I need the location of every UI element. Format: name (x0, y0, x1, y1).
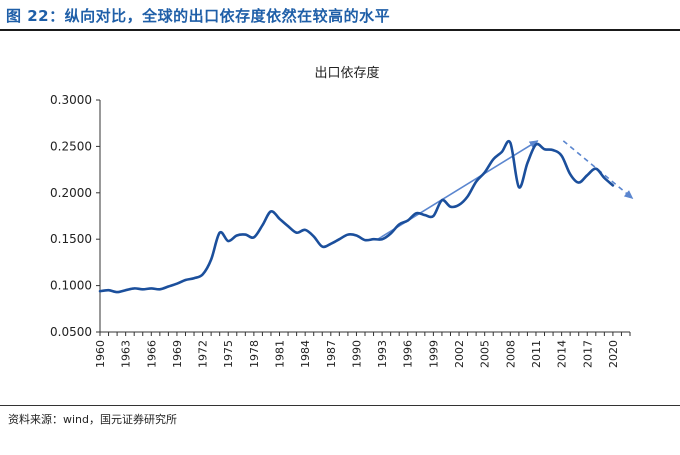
x-tick-label: 1975 (222, 340, 235, 368)
y-tick-label: 0.3000 (50, 93, 92, 107)
y-axis: 0.0500 0.1000 0.1500 0.2000 0.2500 0.3000 (50, 93, 101, 339)
x-tick-label: 1972 (197, 340, 210, 368)
x-tick-label: 2014 (556, 340, 569, 368)
x-tick-label: 1993 (376, 340, 389, 368)
x-tick-label: 1996 (402, 340, 415, 368)
x-axis: 1960 1963 1966 1969 1972 1975 1978 1981 1984 1987… (94, 331, 631, 368)
x-tick-label: 2005 (479, 340, 492, 368)
x-tick-label: 1966 (145, 340, 158, 368)
chart-title: 出口依存度 (314, 65, 379, 81)
x-tick-label: 2011 (530, 340, 543, 368)
x-tick-label: 1960 (94, 340, 107, 368)
x-tick-label: 2020 (607, 340, 620, 368)
x-tick-label: 1999 (427, 340, 440, 368)
series-group (98, 139, 615, 294)
bottom-rule (0, 405, 680, 406)
y-tick-label: 0.1000 (50, 279, 92, 293)
x-tick-label: 1981 (274, 340, 287, 368)
figure-title: 图 22：纵向对比，全球的出口依存度依然在较高的水平 (6, 7, 391, 25)
y-tick-label: 0.2500 (50, 139, 92, 153)
trend-arrows (377, 140, 634, 240)
x-tick-label: 1978 (248, 340, 261, 368)
x-tick-label: 1987 (325, 340, 338, 368)
x-tick-label: 2002 (453, 340, 466, 368)
x-tick-label: 1963 (120, 340, 133, 368)
source-note: 资料来源：wind，国元证券研究所 (8, 413, 178, 426)
x-tick-label: 1990 (350, 340, 363, 368)
x-tick-label: 2017 (581, 340, 594, 368)
x-tick-label: 1969 (171, 340, 184, 368)
top-rule (0, 29, 680, 31)
x-tick-label: 1984 (299, 340, 312, 368)
y-tick-label: 0.2000 (50, 186, 92, 200)
y-tick-label: 0.0500 (50, 325, 92, 339)
y-tick-label: 0.1500 (50, 232, 92, 246)
export-dependence-line (98, 139, 615, 294)
x-tick-label: 2008 (504, 340, 517, 368)
